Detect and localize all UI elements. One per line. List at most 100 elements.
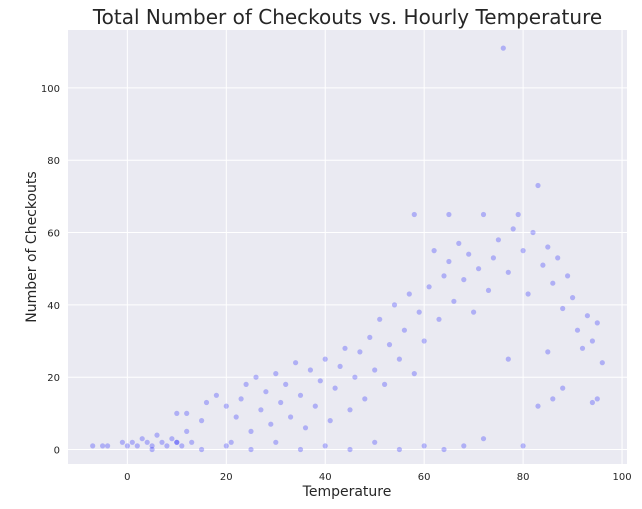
data-point [149,446,155,453]
data-point [574,327,581,333]
data-point [480,436,487,442]
data-point [446,258,452,265]
data-point [199,418,205,424]
data-point [184,428,190,434]
data-point [560,305,566,312]
data-point [550,280,556,286]
data-point [263,389,269,395]
data-point [124,443,130,449]
data-point [317,378,323,384]
data-point [154,432,160,438]
data-point [297,392,304,398]
data-point [500,45,506,51]
data-point [589,338,596,344]
data-point [367,334,373,340]
data-point [273,371,279,377]
data-point [179,443,185,449]
data-point [594,396,600,402]
data-point [203,399,210,406]
data-point [485,287,492,293]
data-point [129,439,135,445]
data-point [545,349,551,355]
data-point [139,436,145,442]
data-point [322,356,328,362]
x-tick-label: 100 [613,472,632,483]
data-point [456,240,462,246]
data-point [401,327,407,333]
grid-lines [68,30,627,464]
data-point [278,399,284,406]
data-point [352,374,358,380]
data-point [421,443,427,449]
data-point [515,211,521,218]
data-point [253,374,259,380]
data-point [391,302,398,308]
data-point [466,251,472,257]
data-point [431,248,437,254]
data-point [307,367,313,373]
data-point [283,381,289,387]
data-point [149,443,155,449]
data-point [293,360,299,366]
x-tick-label: 60 [418,472,431,483]
data-point [223,443,229,449]
data-point [382,381,388,387]
data-point [174,439,180,445]
data-point [105,443,111,449]
data-point [525,291,531,297]
data-point [436,316,442,322]
y-tick-label: 80 [47,156,60,167]
data-point [377,316,383,322]
data-point [471,309,477,315]
data-point [297,446,304,453]
data-point [555,255,561,261]
data-point [421,338,427,344]
data-point [337,363,343,369]
y-tick-label: 60 [47,229,60,240]
data-point [599,360,605,366]
data-point [302,425,309,431]
data-point [520,443,526,449]
data-point [332,385,338,391]
data-point [505,356,511,362]
data-point [441,446,447,453]
data-point [164,443,170,449]
data-point [411,211,417,218]
data-point [100,443,106,449]
data-point [322,443,328,449]
y-tick-label: 40 [47,301,60,312]
data-point [199,446,205,453]
x-tick-label: 40 [319,472,332,483]
x-axis-label: Temperature [302,484,392,500]
data-point [441,273,447,279]
data-point [461,443,467,449]
data-point [535,182,541,189]
data-point [411,371,417,377]
data-point [357,349,363,355]
data-point [169,436,175,442]
data-point [589,399,596,406]
y-tick-label: 100 [41,84,60,95]
data-point [223,403,229,409]
chart-title: Total Number of Checkouts vs. Hourly Tem… [92,5,603,29]
plot-area [68,30,627,464]
data-point [560,385,566,391]
data-point [584,313,591,319]
data-point [372,439,378,445]
data-point [372,367,378,373]
data-point [134,443,140,449]
data-point [461,277,467,283]
data-point [451,298,457,304]
data-point [565,273,571,279]
data-point [342,345,348,351]
data-point [174,410,180,416]
x-tick-labels: 0 20 40 60 80 100 [124,472,631,483]
data-point [347,407,353,413]
data-point [426,284,432,290]
y-tick-labels: 0 20 40 60 80 100 [41,84,60,457]
data-point [416,309,422,315]
data-point [530,229,536,236]
data-point [273,439,279,445]
data-points [90,45,605,453]
data-point [490,255,496,261]
